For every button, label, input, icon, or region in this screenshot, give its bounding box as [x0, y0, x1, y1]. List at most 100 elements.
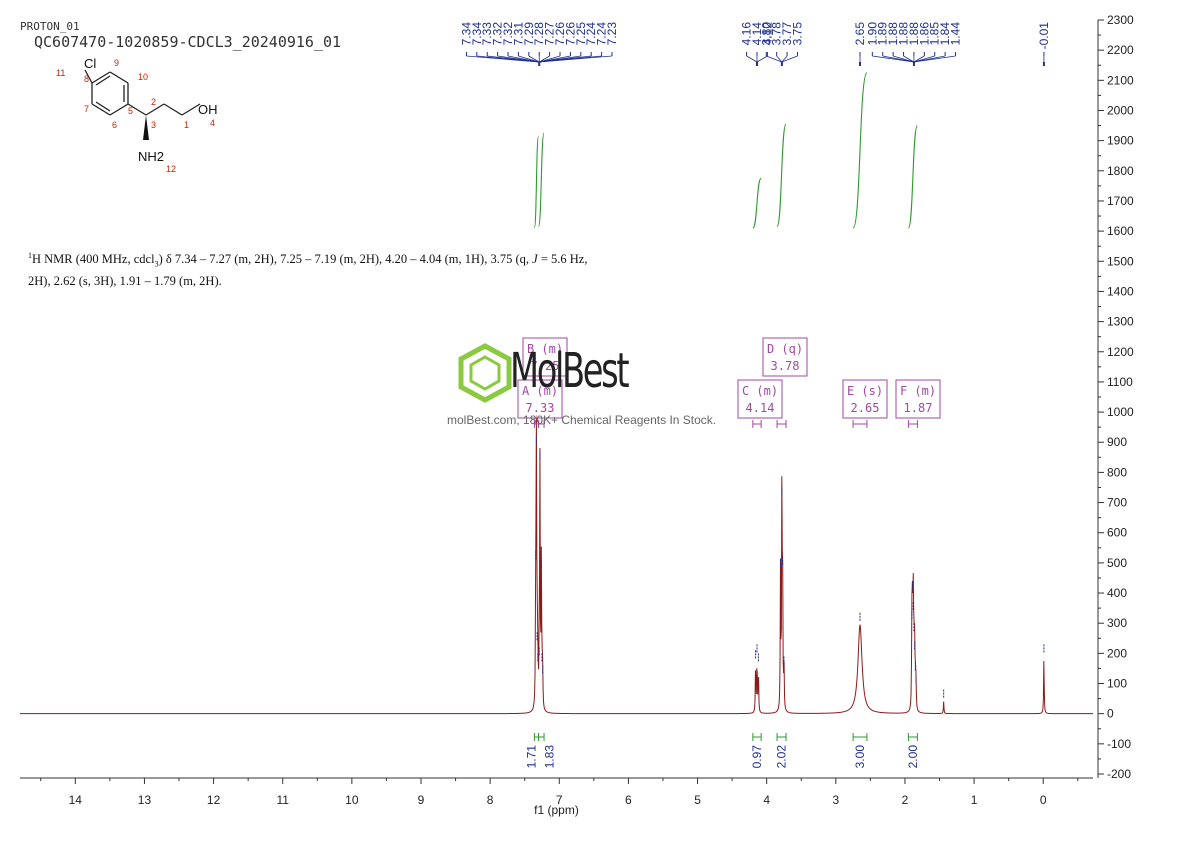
peak-label: 3.75 — [790, 22, 804, 46]
peak-label: 1.90 — [865, 22, 879, 46]
multiplet-shift: 3.78 — [771, 359, 800, 373]
integral-value: 3.00 — [853, 745, 867, 769]
integral-value: 0.97 — [750, 745, 764, 769]
y-tick-label: 0 — [1107, 707, 1114, 721]
spectrum-trace — [20, 415, 1093, 715]
peak-label: 2.65 — [853, 22, 867, 46]
x-tick-label: 11 — [276, 793, 289, 807]
atom-number-6: 6 — [112, 120, 117, 130]
y-tick-label: 900 — [1107, 435, 1127, 449]
integral-value: 1.83 — [542, 745, 556, 769]
experiment-name: PROTON_01 — [20, 20, 80, 33]
multiplet-shift: 7.33 — [526, 401, 555, 415]
sample-name: QC607470-1020859-CDCL3_20240916_01 — [34, 33, 342, 51]
summary-solvent-sub: 3 — [154, 259, 159, 269]
y-tick-label: 800 — [1107, 465, 1127, 479]
integral-curve — [907, 125, 918, 229]
multiplet-label: A (m) — [522, 384, 558, 398]
summary-text-b: ) δ 7.34 – 7.27 (m, 2H), 7.25 – 7.19 (m,… — [158, 252, 533, 267]
peak-label-connector — [781, 55, 798, 63]
integral-curve — [537, 132, 545, 228]
x-tick-label: 0 — [1040, 793, 1047, 807]
atom-number-2: 2 — [151, 97, 156, 107]
x-tick-label: 4 — [763, 793, 770, 807]
y-tick-label: 600 — [1107, 526, 1127, 540]
integral-value: 1.71 — [524, 745, 538, 769]
peak-label: 7.25 — [574, 22, 588, 46]
peak-label: 7.32 — [491, 22, 505, 46]
multiplet-label: E (s) — [847, 384, 883, 398]
y-tick-label: 1400 — [1107, 284, 1134, 298]
peak-label: 7.26 — [553, 22, 567, 46]
x-tick-label: 9 — [418, 793, 425, 807]
y-tick-label: 1900 — [1107, 134, 1134, 148]
peak-label-connector — [539, 55, 550, 63]
multiplet-box — [517, 379, 563, 419]
peak-label-connector — [882, 55, 915, 63]
peak-label: 3.80 — [759, 22, 773, 46]
peak-label: 7.33 — [480, 22, 494, 46]
multiplet-shift: 2.65 — [851, 401, 880, 415]
summary-text-c: = 5.6 Hz, 2H), 2.62 (s, 3H), 1.91 – 1.79… — [28, 252, 588, 288]
multiplet-box — [895, 379, 941, 419]
atom-number-12: 12 — [166, 164, 176, 174]
peak-label-connector — [893, 55, 915, 63]
peak-label-connector — [518, 55, 540, 63]
peak-label: 7.23 — [605, 22, 619, 46]
peak-label: 7.29 — [522, 22, 536, 46]
y-tick-label: 1100 — [1107, 375, 1133, 389]
summary-text-a: H NMR (400 MHz, cdcl — [32, 252, 155, 267]
atom-number-5: 5 — [128, 106, 133, 116]
y-tick-label: 1800 — [1107, 164, 1134, 178]
multiplet-box — [842, 379, 888, 419]
y-tick-label: 2000 — [1107, 103, 1134, 117]
integral-value: 2.00 — [906, 745, 920, 769]
integral-curve — [776, 123, 787, 228]
atom-number-1: 1 — [184, 120, 189, 130]
peak-label-connector — [746, 55, 758, 63]
peak-label: 1.88 — [886, 22, 900, 46]
y-tick-label: 1700 — [1107, 194, 1134, 208]
atom-number-11: 11 — [56, 68, 65, 78]
x-tick-label: 13 — [138, 793, 152, 807]
peak-label-connector — [913, 55, 925, 63]
x-tick-label: 7 — [556, 793, 563, 807]
atom-number-8: 8 — [84, 74, 89, 84]
peak-label: 4.12 — [760, 22, 774, 46]
y-tick-label: 1300 — [1107, 315, 1134, 329]
peak-label-connector — [903, 55, 915, 63]
x-tick-label: 10 — [345, 793, 359, 807]
watermark-brand: MolBest — [510, 343, 630, 399]
atom-number-3: 3 — [151, 120, 156, 130]
peak-label-connector — [528, 55, 540, 63]
atom-cl: Cl — [84, 56, 96, 71]
y-tick-label: 500 — [1107, 556, 1127, 570]
y-tick-label: 400 — [1107, 586, 1127, 600]
summary-nucleus-sup: 1 — [28, 251, 32, 260]
peak-label: 1.84 — [938, 22, 952, 46]
peak-label: 1.88 — [897, 22, 911, 46]
atom-oh: OH — [198, 102, 218, 117]
multiplet-shift: 4.14 — [746, 401, 775, 415]
y-tick-label: 700 — [1107, 496, 1127, 510]
integral-curve — [533, 135, 540, 229]
x-tick-label: 6 — [625, 793, 632, 807]
peak-label: -0.01 — [1037, 22, 1051, 50]
summary-j: J — [532, 252, 538, 267]
multiplet-shift: 1.87 — [904, 401, 933, 415]
x-axis-label: f1 (ppm) — [534, 803, 579, 817]
integral-curve — [852, 72, 868, 229]
y-tick-label: 300 — [1107, 616, 1127, 630]
x-tick-label: 3 — [832, 793, 839, 807]
x-tick-label: 14 — [69, 793, 83, 807]
peak-label: 7.26 — [563, 22, 577, 46]
peak-label: 7.24 — [595, 22, 609, 46]
peak-label: 3.77 — [780, 22, 794, 46]
peak-label-connector — [766, 55, 783, 63]
peak-label: 3.78 — [770, 22, 784, 46]
watermark-tagline: molBest.com, 180K+ Chemical Reagents In … — [447, 413, 717, 427]
multiplet-label: D (q) — [767, 342, 803, 356]
peak-label: 7.34 — [470, 22, 484, 46]
y-tick-label: -100 — [1107, 737, 1131, 751]
